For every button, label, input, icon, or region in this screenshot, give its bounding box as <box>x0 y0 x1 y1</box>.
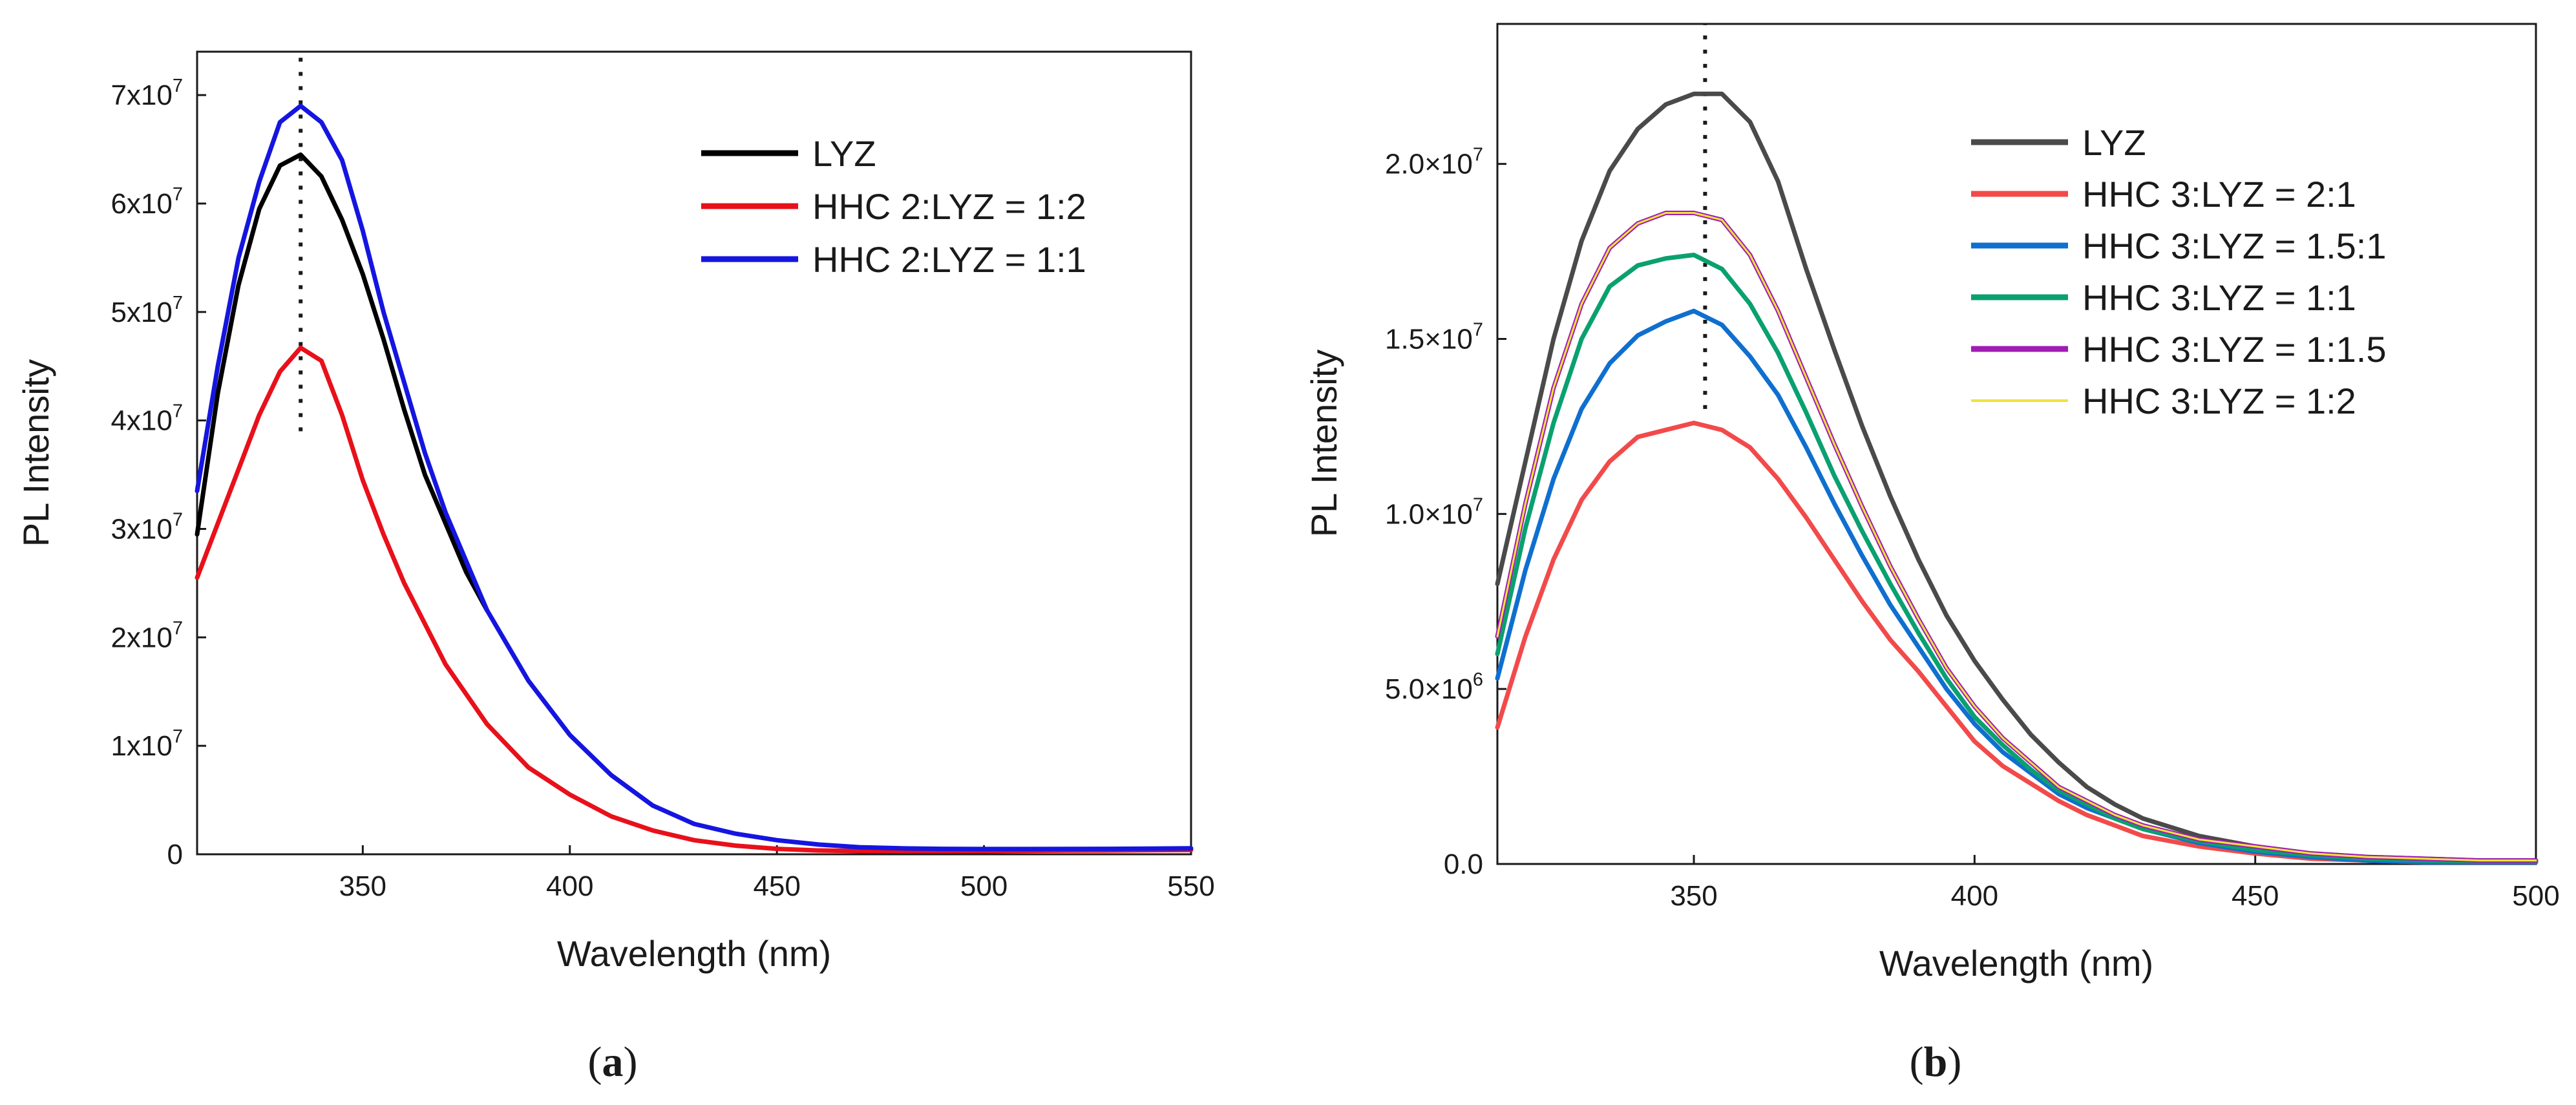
chart-panel-a: 350 400 450 500 550 01x1072x1073x1074x1075x1… <box>16 50 1215 1086</box>
series-line-1 <box>195 152 490 613</box>
y-tick-mantissa: 1.0×10 <box>1385 498 1473 530</box>
y-tick-exponent: 7 <box>173 184 183 205</box>
y-tick-mantissa: 1.5×10 <box>1385 324 1473 355</box>
panel-caption-letter-b: b <box>1924 1038 1948 1086</box>
series-line-4 <box>1495 253 2539 864</box>
y-tick-exponent: 7 <box>1473 494 1483 515</box>
y-tick-label: 0.0 <box>1444 848 1483 880</box>
panel-caption-letter-a: a <box>602 1038 624 1086</box>
legend-label: HHC 3:LYZ = 1:1 <box>2082 277 2356 318</box>
plot-frame-a <box>196 50 1192 856</box>
y-tick-label: 1.5×107 <box>1385 320 1483 355</box>
y-tick-exponent: 7 <box>173 401 183 422</box>
y-tick-mantissa: 0.0 <box>1444 848 1483 880</box>
y-tick-mantissa: 1x10 <box>111 730 172 762</box>
y-axis-label-b: PL Intensity <box>1304 350 1344 538</box>
series-line-3 <box>195 103 1194 852</box>
panel-caption-a: (a) <box>588 1038 638 1086</box>
y-tick-mantissa: 6x10 <box>111 188 172 220</box>
y-tick-mantissa: 0 <box>167 839 183 870</box>
y-tick-exponent: 6 <box>1473 669 1483 690</box>
y-tick-label: 4x107 <box>111 401 183 437</box>
y-tick-label: 0 <box>167 839 183 870</box>
series-line-6 <box>1496 212 2537 862</box>
panel-caption-b: (b) <box>1910 1038 1962 1086</box>
y-tick-mantissa: 2.0×10 <box>1385 149 1473 180</box>
legend-label: HHC 3:LYZ = 1:1.5 <box>2082 329 2387 370</box>
y-tick-exponent: 7 <box>173 509 183 530</box>
series-group-a <box>195 103 1194 854</box>
x-tick-label: 500 <box>960 870 1008 902</box>
x-tick-label: 350 <box>339 870 386 902</box>
y-tick-label: 5x107 <box>111 293 183 328</box>
legend-label: HHC 3:LYZ = 1.5:1 <box>2082 226 2387 266</box>
legend-label: HHC 2:LYZ = 1:1 <box>812 239 1086 280</box>
x-tick-label: 450 <box>753 870 800 902</box>
plot-frame-b <box>1496 23 2537 865</box>
y-axis-label-a: PL Intensity <box>16 359 56 547</box>
series-line-1 <box>1495 91 2539 863</box>
series-group-b <box>1495 91 2539 865</box>
x-tick-label: 400 <box>1951 880 1998 912</box>
y-tick-label: 2x107 <box>111 618 183 653</box>
y-tick-label: 1x107 <box>111 726 183 762</box>
x-axis-label-a: Wavelength (nm) <box>557 933 831 974</box>
y-tick-mantissa: 7x10 <box>111 79 172 111</box>
y-tick-label: 5.0×106 <box>1385 669 1483 705</box>
y-tick-exponent: 7 <box>1473 320 1483 341</box>
x-tick-label: 450 <box>2232 880 2279 912</box>
x-tick-label: 550 <box>1167 870 1214 902</box>
legend-label: LYZ <box>2082 122 2146 163</box>
y-tick-label: 6x107 <box>111 184 183 220</box>
x-axis-ticks-a: 350 400 450 500 550 <box>339 845 1215 902</box>
legend-label: LYZ <box>812 133 876 174</box>
legend-label: HHC 3:LYZ = 1:2 <box>2082 381 2356 421</box>
series-line-2 <box>1495 421 2539 865</box>
y-tick-label: 7x107 <box>111 76 183 111</box>
y-tick-label: 2.0×107 <box>1385 145 1483 180</box>
x-tick-label: 350 <box>1670 880 1717 912</box>
y-tick-exponent: 7 <box>173 293 183 313</box>
series-line-2 <box>195 345 1194 854</box>
y-tick-mantissa: 2x10 <box>111 622 172 653</box>
y-tick-mantissa: 4x10 <box>111 405 172 437</box>
x-tick-label: 400 <box>546 870 593 902</box>
y-tick-exponent: 7 <box>173 726 183 747</box>
legend-a: LYZ HHC 2:LYZ = 1:2 HHC 2:LYZ = 1:1 <box>701 133 1086 280</box>
series-line-3 <box>1495 308 2539 865</box>
y-tick-mantissa: 5x10 <box>111 297 172 328</box>
chart-panel-b: 350 400 450 500 0.05.0×1061.0×1071.5×1072.0… <box>1304 23 2560 1086</box>
y-tick-exponent: 7 <box>173 618 183 638</box>
legend-label: HHC 2:LYZ = 1:2 <box>812 186 1086 227</box>
x-axis-ticks-b: 350 400 450 500 <box>1670 855 2560 912</box>
legend-label: HHC 3:LYZ = 2:1 <box>2082 174 2356 215</box>
x-tick-label: 500 <box>2512 880 2559 912</box>
y-tick-label: 3x107 <box>111 509 183 545</box>
y-tick-exponent: 7 <box>1473 145 1483 165</box>
y-tick-mantissa: 3x10 <box>111 513 172 545</box>
y-tick-mantissa: 5.0×10 <box>1385 673 1473 705</box>
y-tick-label: 1.0×107 <box>1385 494 1483 530</box>
y-tick-exponent: 7 <box>173 76 183 96</box>
legend-b: LYZ HHC 3:LYZ = 2:1 HHC 3:LYZ = 1.5:1 HHC 3… <box>1971 122 2387 421</box>
x-axis-label-b: Wavelength (nm) <box>1879 943 2153 984</box>
